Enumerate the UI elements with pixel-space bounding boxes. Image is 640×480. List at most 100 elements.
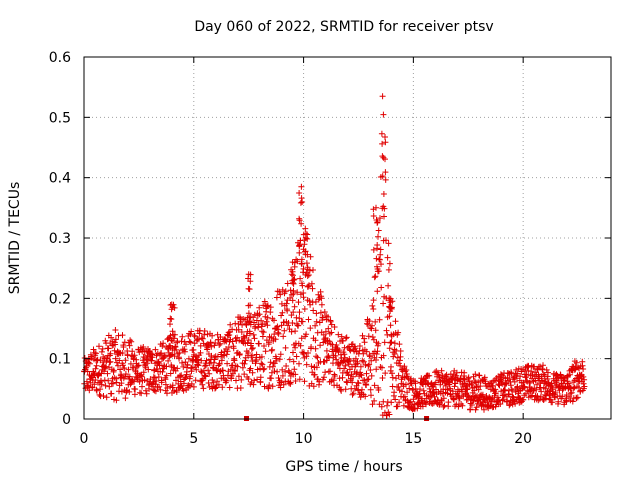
data-point	[244, 339, 251, 346]
data-point	[443, 382, 449, 389]
data-point	[247, 278, 254, 285]
data-point	[566, 371, 573, 378]
data-point	[375, 340, 382, 347]
data-point	[352, 355, 359, 362]
data-point	[104, 355, 111, 362]
data-point	[297, 275, 304, 282]
data-point	[93, 387, 100, 394]
data-point	[118, 380, 125, 387]
data-point	[366, 318, 373, 325]
data-point	[287, 379, 294, 386]
data-point	[314, 354, 321, 361]
data-point	[117, 366, 124, 373]
data-point	[399, 388, 405, 395]
data-point	[145, 366, 152, 373]
data-point	[260, 329, 267, 336]
data-point	[110, 380, 116, 387]
data-point	[341, 365, 348, 372]
data-point	[412, 380, 419, 387]
data-point	[92, 377, 99, 383]
data-point	[258, 353, 265, 360]
data-point	[343, 378, 350, 385]
data-point	[280, 333, 287, 340]
data-point	[275, 375, 282, 381]
data-point	[310, 307, 317, 314]
data-point	[234, 363, 241, 370]
data-point	[278, 312, 285, 319]
data-point	[372, 327, 379, 334]
data-point	[459, 388, 466, 395]
data-point	[386, 260, 393, 267]
data-point	[371, 274, 378, 281]
data-point	[305, 316, 312, 323]
data-point	[360, 358, 367, 365]
data-point	[106, 383, 113, 390]
data-point	[193, 366, 200, 373]
data-point	[375, 227, 382, 234]
data-point	[404, 389, 411, 396]
data-point	[361, 339, 368, 346]
data-point	[253, 351, 260, 358]
data-point	[352, 345, 359, 352]
data-point	[209, 377, 216, 383]
data-point	[350, 390, 357, 397]
data-point	[116, 357, 123, 364]
data-point	[297, 199, 304, 206]
data-point	[192, 377, 199, 384]
data-point	[361, 377, 368, 384]
data-point	[471, 387, 478, 394]
data-point	[390, 353, 397, 360]
data-point	[573, 395, 580, 402]
data-point	[440, 395, 447, 402]
data-point	[438, 367, 445, 374]
data-point	[322, 369, 329, 376]
data-point	[180, 363, 187, 370]
data-point	[206, 370, 213, 377]
data-point	[366, 353, 373, 360]
data-point	[509, 393, 516, 400]
data-point	[534, 393, 541, 400]
data-point	[81, 355, 88, 361]
data-point	[141, 377, 148, 383]
data-point	[384, 402, 390, 409]
data-point	[179, 333, 186, 340]
data-point	[225, 344, 232, 351]
data-point	[296, 315, 303, 322]
data-point	[216, 361, 223, 367]
data-point	[387, 339, 394, 346]
data-point	[385, 266, 392, 273]
data-point	[99, 345, 106, 352]
data-point	[381, 339, 388, 346]
data-point	[391, 389, 398, 396]
data-point	[442, 373, 449, 380]
data-point	[263, 318, 270, 325]
data-point	[256, 311, 263, 318]
data-point	[83, 378, 90, 385]
data-point	[383, 412, 390, 419]
data-point	[540, 371, 547, 378]
data-point	[296, 217, 303, 224]
data-point	[522, 390, 529, 397]
data-point	[284, 280, 291, 287]
data-point	[105, 345, 112, 352]
data-point	[112, 336, 119, 343]
data-point	[83, 363, 90, 369]
data-point	[275, 330, 282, 337]
data-point	[163, 363, 170, 370]
data-point	[96, 343, 102, 350]
data-point	[239, 364, 246, 371]
data-point	[580, 366, 587, 372]
data-point	[369, 322, 375, 329]
data-point	[548, 380, 555, 387]
data-point	[265, 385, 272, 392]
data-point	[271, 368, 278, 375]
data-point	[102, 382, 109, 389]
data-point	[260, 366, 267, 373]
data-point	[440, 403, 447, 410]
data-point	[528, 368, 535, 375]
data-point	[382, 134, 388, 140]
data-point	[187, 331, 194, 338]
data-point	[103, 394, 110, 401]
data-point	[143, 355, 150, 362]
